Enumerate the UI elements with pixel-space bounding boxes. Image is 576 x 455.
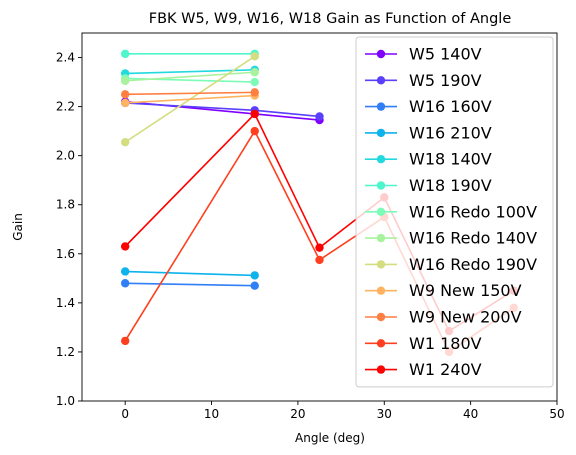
legend-item: W16 210V bbox=[365, 123, 492, 142]
x-tick-label: 50 bbox=[549, 407, 564, 421]
data-point bbox=[120, 336, 130, 346]
series-line bbox=[125, 71, 255, 82]
legend-item: W1 180V bbox=[365, 334, 482, 353]
y-tick-label: 2.4 bbox=[56, 51, 75, 65]
legend: W5 140V W5 190V W16 160V W16 210V W18 140V W1… bbox=[355, 36, 554, 388]
legend-marker bbox=[376, 155, 386, 164]
series-3 bbox=[120, 267, 259, 280]
data-point bbox=[120, 90, 130, 99]
legend-item: W16 Redo 100V bbox=[365, 202, 537, 221]
y-axis-title: Gain bbox=[11, 213, 25, 241]
y-tick-label: 1.0 bbox=[56, 394, 75, 408]
legend-label: W5 140V bbox=[409, 45, 482, 64]
x-tick-label: 20 bbox=[290, 407, 305, 421]
data-point bbox=[120, 242, 130, 251]
data-point bbox=[315, 243, 324, 252]
legend-label: W9 New 150V bbox=[409, 281, 522, 300]
y-tick-label: 1.6 bbox=[56, 247, 75, 261]
legend-marker bbox=[376, 312, 386, 322]
data-point bbox=[120, 98, 130, 108]
legend-item: W16 Redo 140V bbox=[365, 229, 537, 248]
legend-item: W5 140V bbox=[365, 45, 482, 64]
legend-marker bbox=[376, 49, 386, 59]
series-10 bbox=[120, 88, 259, 99]
data-point bbox=[120, 76, 130, 86]
x-tick-label: 0 bbox=[121, 407, 129, 421]
legend-label: W9 New 200V bbox=[409, 308, 522, 327]
axes: 0 10 20 30 40 50 1.0 1.2 1.4 1.6 1.8 2.0 2.2 2.4 bbox=[56, 32, 565, 421]
series-5 bbox=[120, 49, 259, 59]
plot-frame bbox=[81, 32, 558, 402]
x-axis-title: Angle (deg) bbox=[295, 431, 365, 445]
legend-item: W18 140V bbox=[365, 150, 492, 169]
legend-marker bbox=[376, 233, 386, 243]
y-tick-label: 1.8 bbox=[56, 198, 75, 212]
x-tick-label: 30 bbox=[377, 407, 392, 421]
y-tick-label: 1.4 bbox=[56, 296, 75, 310]
legend-item: W1 240V bbox=[365, 360, 482, 379]
data-point bbox=[250, 52, 259, 61]
y-tick-label: 2.0 bbox=[56, 149, 75, 163]
legend-label: W16 210V bbox=[409, 123, 492, 142]
legend-marker bbox=[376, 286, 386, 295]
data-point bbox=[250, 88, 259, 97]
legend-label: W18 190V bbox=[409, 176, 492, 195]
legend-item: W9 New 200V bbox=[365, 308, 522, 327]
series-line bbox=[125, 102, 320, 118]
legend-item: W9 New 150V bbox=[365, 281, 522, 300]
data-point bbox=[250, 109, 259, 119]
data-point bbox=[120, 267, 130, 276]
legend-label: W16 Redo 100V bbox=[409, 202, 537, 221]
legend-marker bbox=[376, 260, 386, 269]
legend-label: W5 190V bbox=[409, 71, 482, 90]
legend-box bbox=[355, 36, 554, 388]
legend-label: W16 Redo 190V bbox=[409, 255, 537, 274]
series-line bbox=[125, 94, 255, 104]
data-point bbox=[250, 126, 259, 136]
data-point bbox=[120, 49, 130, 59]
legend-marker bbox=[376, 181, 386, 190]
legend-item: W18 190V bbox=[365, 176, 492, 195]
legend-marker bbox=[376, 128, 386, 138]
x-tick-label: 40 bbox=[463, 407, 478, 421]
legend-item: W5 190V bbox=[365, 71, 482, 90]
data-point bbox=[315, 255, 324, 265]
y-tick-label: 1.2 bbox=[56, 345, 75, 359]
data-point bbox=[250, 271, 259, 280]
chart-title: FBK W5, W9, W16, W18 Gain as Function of… bbox=[149, 11, 512, 27]
legend-marker bbox=[376, 339, 386, 348]
data-point bbox=[120, 279, 130, 288]
data-point bbox=[250, 68, 259, 77]
legend-label: W1 180V bbox=[409, 334, 482, 353]
data-point bbox=[250, 281, 259, 290]
legend-marker bbox=[376, 102, 386, 111]
legend-label: W16 160V bbox=[409, 97, 492, 116]
series-line bbox=[125, 282, 255, 287]
legend-marker bbox=[376, 365, 386, 374]
y-tick-label: 2.2 bbox=[56, 100, 75, 114]
legend-item: W16 Redo 190V bbox=[365, 255, 537, 274]
data-point bbox=[120, 137, 130, 147]
legend-item: W16 160V bbox=[365, 97, 492, 116]
legend-marker bbox=[376, 207, 386, 216]
series-7 bbox=[120, 68, 259, 86]
legend-marker bbox=[376, 76, 386, 85]
data-point bbox=[315, 112, 324, 121]
series-2 bbox=[120, 279, 259, 290]
legend-label: W16 Redo 140V bbox=[409, 229, 537, 248]
legend-label: W18 140V bbox=[409, 150, 492, 169]
x-tick-label: 10 bbox=[204, 407, 219, 421]
series-line bbox=[125, 91, 255, 96]
series-line bbox=[125, 270, 255, 277]
legend-label: W1 240V bbox=[409, 360, 482, 379]
data-point bbox=[250, 77, 259, 87]
